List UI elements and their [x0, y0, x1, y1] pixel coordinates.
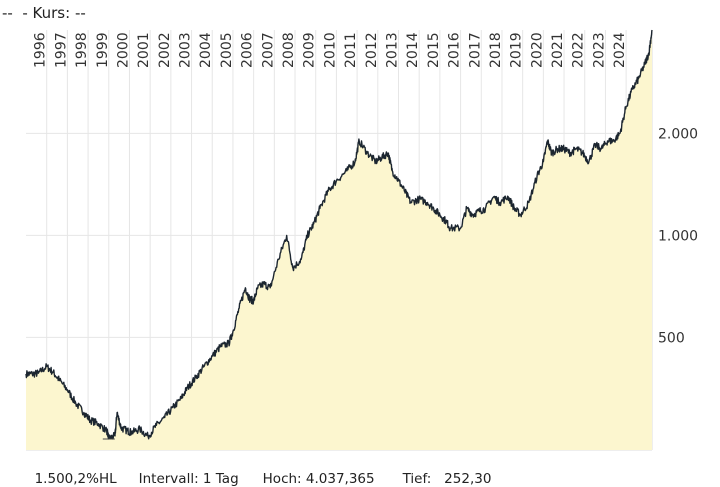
x-tick-label: 2008 [281, 32, 297, 68]
x-tick-label: 2023 [591, 32, 607, 68]
area-layer [25, 29, 653, 450]
price-area-fill [26, 30, 652, 450]
x-tick-label: 2021 [550, 32, 566, 68]
y-tick-labels: 500 1.000 2.000 [658, 126, 698, 346]
x-tick-label: 2001 [136, 32, 152, 68]
y-tick-label: 500 [658, 330, 685, 346]
x-tick-label: 2013 [384, 32, 400, 68]
high-value: Hoch: 4.037,365 [262, 471, 375, 487]
x-tick-label: 2018 [488, 32, 504, 68]
chart-footer: 1.500,2%HL Intervall: 1 Tag Hoch: 4.037,36… [26, 455, 492, 487]
x-tick-label: 1998 [74, 32, 90, 68]
x-tick-label: 2014 [405, 32, 421, 68]
x-tick-label: 2002 [157, 32, 173, 68]
x-tick-label: 1996 [33, 32, 49, 68]
scale-info: 1.500,2%HL [34, 471, 117, 487]
x-tick-label: 1999 [95, 32, 111, 68]
price-line [25, 29, 653, 440]
x-tick-label: 2000 [115, 32, 131, 68]
x-tick-label: 2003 [178, 32, 194, 68]
y-tick-label: 1.000 [658, 228, 698, 244]
x-tick-label: 2007 [260, 32, 276, 68]
interval-info: Intervall: 1 Tag [138, 471, 239, 487]
x-tick-label: 2015 [426, 32, 442, 68]
x-tick-label: 2017 [467, 32, 483, 68]
x-tick-label: 2010 [322, 32, 338, 68]
x-tick-label: 2020 [529, 32, 545, 68]
x-tick-label: 2022 [571, 32, 587, 68]
x-tick-labels: 1996 1997 1998 1999 2000 2001 2002 2003 2004 2005… [33, 32, 628, 68]
y-tick-label: 2.000 [658, 126, 698, 142]
x-tick-label: 2004 [198, 32, 214, 68]
chart-title: -- - Kurs: -- [2, 4, 86, 22]
x-tick-label: 2005 [219, 32, 235, 68]
x-tick-label: 1997 [53, 32, 69, 68]
x-tick-label: 2016 [447, 32, 463, 68]
x-tick-label: 2019 [509, 32, 525, 68]
x-tick-label: 2009 [302, 32, 318, 68]
low-value: Tief: 252,30 [402, 471, 492, 487]
x-tick-label: 2011 [343, 32, 359, 68]
x-tick-label: 2024 [612, 32, 628, 68]
x-tick-label: 2006 [240, 32, 256, 68]
x-tick-label: 2012 [364, 32, 380, 68]
